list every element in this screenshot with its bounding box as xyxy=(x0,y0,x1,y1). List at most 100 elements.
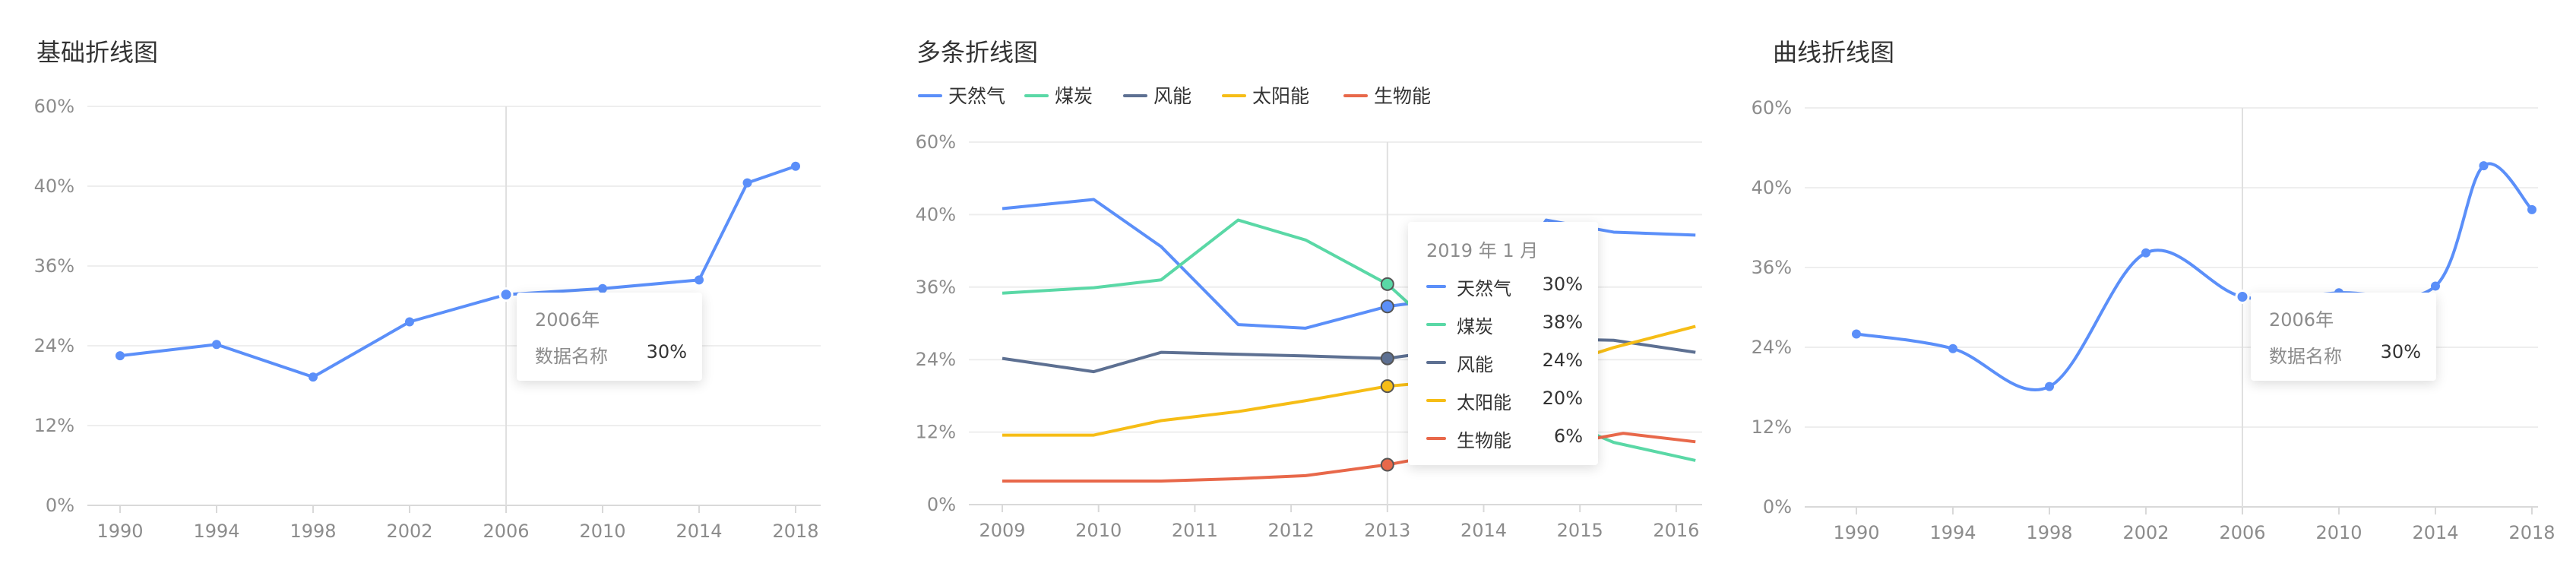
smooth-line-chart[interactable]: 0% 12% 24% 36% 40% 60% 1990 1994 1998 2002 2006 201… xyxy=(1717,0,2576,573)
x-tick-label: 2014 xyxy=(2412,522,2458,543)
series-line xyxy=(1002,432,1696,483)
series-line xyxy=(1002,337,1696,374)
legend-label: 风能 xyxy=(1154,85,1191,107)
tooltip-row-solar: 太阳能 20% xyxy=(1426,388,1583,413)
tooltip-row-name: 数据名称 xyxy=(535,346,608,367)
x-tick-label: 2012 xyxy=(1268,520,1315,541)
data-point xyxy=(405,317,414,327)
x-tick-label: 2010 xyxy=(579,521,625,542)
tooltip-title: 2006年 xyxy=(2269,309,2334,331)
tooltip-row-value: 30% xyxy=(2380,341,2421,362)
y-tick-label: 12% xyxy=(916,422,956,443)
legend-item[interactable]: 生物能 xyxy=(1343,85,1431,107)
data-point xyxy=(695,275,704,285)
tooltip-series-line xyxy=(1426,323,1446,326)
multi-line-chart-panel: 多条折线图 0% 12% 24% 36% 40% 60% 2009 2010 2011 2012 2… xyxy=(859,0,1717,573)
y-tick-label: 60% xyxy=(916,131,956,153)
tooltip-row-name: 天然气 xyxy=(1457,278,1511,299)
tooltip-row-biomass: 生物能 6% xyxy=(1426,426,1583,451)
tooltip-series-line xyxy=(1426,437,1446,440)
tooltip-series-line xyxy=(1426,361,1446,364)
smooth-line-chart-panel: 曲线折线图 0% 12% 24% 36% 40% 60% 1990 1994 1998 2002 2… xyxy=(1717,0,2576,573)
tooltip-row-name: 数据名称 xyxy=(2269,346,2342,367)
legend-label: 太阳能 xyxy=(1252,85,1309,107)
tooltip-series-line xyxy=(1426,285,1446,288)
legend-item[interactable]: 太阳能 xyxy=(1222,85,1309,107)
x-tick-label: 2009 xyxy=(979,520,1025,541)
x-tick-label: 1998 xyxy=(2026,522,2072,543)
data-point xyxy=(116,351,125,361)
x-tick-label: 2018 xyxy=(772,521,818,542)
series-line xyxy=(1856,162,2533,392)
data-point xyxy=(498,287,514,302)
x-tick-label: 1994 xyxy=(1929,522,1976,543)
data-point xyxy=(309,372,318,382)
basic-line-chart[interactable]: 0% 12% 24% 36% 40% 60% 1990 1994 1998 2002 2006 201… xyxy=(0,0,859,573)
x-tick-label: 2010 xyxy=(2315,522,2362,543)
data-point xyxy=(2527,204,2536,214)
tooltip-title: 2006年 xyxy=(535,309,600,331)
chart-tooltip: 2006年 数据名称 30% xyxy=(517,293,702,381)
y-tick-label: 0% xyxy=(46,495,74,516)
data-point xyxy=(1948,343,1957,353)
legend-item[interactable]: 煤炭 xyxy=(1024,85,1093,107)
legend-label: 天然气 xyxy=(948,85,1005,107)
x-tick-label: 2016 xyxy=(1653,520,1699,541)
tooltip-row-name: 生物能 xyxy=(1457,430,1511,451)
legend-item[interactable]: 风能 xyxy=(1123,85,1191,107)
legend-item[interactable]: 天然气 xyxy=(918,85,1005,107)
data-point xyxy=(2479,161,2489,171)
data-point xyxy=(742,178,752,188)
tooltip-row-value: 24% xyxy=(1542,350,1583,371)
basic-line-chart-panel: 基础折线图 0% 12% 24% 36% 40% 60% 1990 1994 1998 2002 2… xyxy=(0,0,859,573)
chart-title: 基础折线图 xyxy=(36,38,159,67)
tooltip-row-wind: 风能 24% xyxy=(1426,350,1583,375)
x-tick-label: 2006 xyxy=(2219,522,2265,543)
data-point xyxy=(2045,381,2054,391)
y-tick-label: 36% xyxy=(34,255,74,277)
data-point xyxy=(791,161,800,171)
data-point xyxy=(2235,290,2250,304)
y-tick-label: 60% xyxy=(34,96,74,117)
y-tick-label: 36% xyxy=(1752,257,1792,278)
y-tick-label: 24% xyxy=(916,349,956,370)
data-point xyxy=(1852,329,1861,339)
y-tick-label: 24% xyxy=(1752,337,1792,358)
x-tick-label: 1994 xyxy=(193,521,239,542)
data-point xyxy=(598,283,607,293)
data-point xyxy=(1380,277,1394,291)
tooltip-row-value: 30% xyxy=(1542,274,1583,295)
tooltip-row-name: 太阳能 xyxy=(1457,392,1511,413)
tooltip-row-value: 20% xyxy=(1542,388,1583,409)
tooltip-row-value: 6% xyxy=(1553,426,1583,447)
tooltip-row: 数据名称 30% xyxy=(2269,341,2421,367)
tooltip-series-line xyxy=(1426,399,1446,402)
chart-title: 多条折线图 xyxy=(916,38,1039,67)
data-point xyxy=(1380,299,1394,314)
y-tick-label: 12% xyxy=(1752,416,1792,438)
x-tick-label: 2010 xyxy=(1075,520,1122,541)
x-tick-label: 1990 xyxy=(97,521,143,542)
y-tick-label: 40% xyxy=(1752,177,1792,198)
data-point xyxy=(1380,351,1394,366)
chart-tooltip: 2019 年 1 月 天然气 30% 煤炭 38% 风能 24% 太阳能 20%… xyxy=(1408,222,1598,465)
x-tick-label: 1998 xyxy=(290,521,336,542)
tooltip-row-value: 38% xyxy=(1542,312,1583,333)
tooltip-row-gas: 天然气 30% xyxy=(1426,274,1583,299)
x-tick-label: 2014 xyxy=(676,521,722,542)
x-tick-label: 2006 xyxy=(483,521,529,542)
y-tick-label: 36% xyxy=(916,277,956,298)
y-tick-label: 0% xyxy=(1763,496,1792,518)
y-tick-label: 60% xyxy=(1752,97,1792,119)
x-tick-label: 2002 xyxy=(2122,522,2169,543)
data-point xyxy=(1380,379,1394,394)
x-tick-label: 1990 xyxy=(1833,522,1879,543)
legend-label: 煤炭 xyxy=(1055,85,1093,107)
y-tick-label: 0% xyxy=(927,494,956,515)
y-tick-label: 24% xyxy=(34,335,74,356)
x-tick-label: 2002 xyxy=(386,521,432,542)
y-tick-label: 40% xyxy=(916,204,956,225)
data-point xyxy=(212,340,221,350)
chart-title: 曲线折线图 xyxy=(1773,38,1895,67)
data-point xyxy=(1380,457,1394,472)
